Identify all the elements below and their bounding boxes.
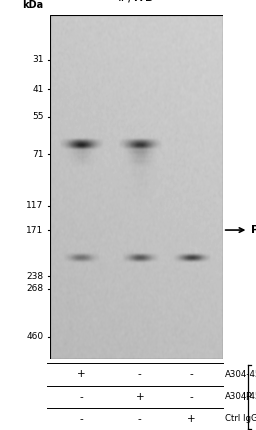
Text: 171: 171 xyxy=(26,226,44,234)
Text: -: - xyxy=(190,392,194,402)
Text: -: - xyxy=(138,414,142,424)
Text: Ctrl IgG: Ctrl IgG xyxy=(225,415,256,424)
Text: 41: 41 xyxy=(32,85,44,93)
Text: -: - xyxy=(79,414,83,424)
Text: +: + xyxy=(77,369,85,379)
Text: 117: 117 xyxy=(26,202,44,210)
Text: PTK7: PTK7 xyxy=(251,225,256,235)
Text: +: + xyxy=(135,392,144,402)
Text: -: - xyxy=(190,369,194,379)
Text: A304-452A: A304-452A xyxy=(225,392,256,401)
Text: +: + xyxy=(187,414,196,424)
Text: 460: 460 xyxy=(26,332,44,341)
Text: 55: 55 xyxy=(32,112,44,121)
Text: A304-451A: A304-451A xyxy=(225,370,256,379)
Text: 268: 268 xyxy=(26,284,44,293)
Text: IP: IP xyxy=(243,392,252,402)
Text: 71: 71 xyxy=(32,150,44,159)
Text: -: - xyxy=(138,369,142,379)
Text: -: - xyxy=(79,392,83,402)
Text: 31: 31 xyxy=(32,55,44,64)
Text: IP/WB: IP/WB xyxy=(118,0,155,3)
Text: kDa: kDa xyxy=(22,0,44,10)
Text: 238: 238 xyxy=(26,272,44,281)
